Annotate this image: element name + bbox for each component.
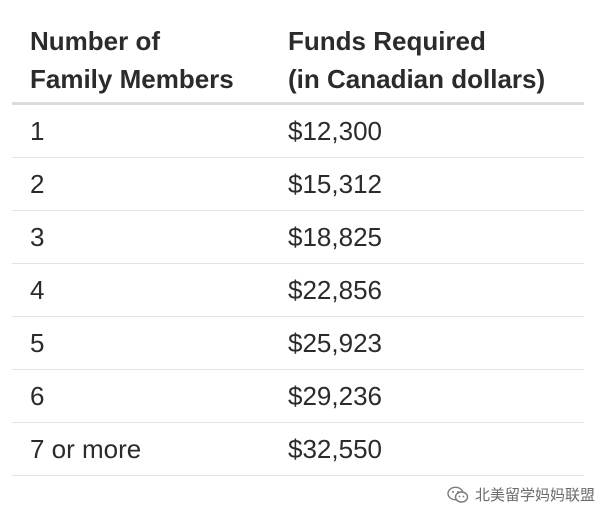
table-row: 3 $18,825 [12, 210, 584, 264]
family-members-cell: 1 [12, 103, 270, 158]
table-body: 1 $12,300 2 $15,312 3 $18,825 4 $22,856 … [12, 103, 584, 476]
wechat-icon [447, 486, 469, 504]
table-row: 5 $25,923 [12, 316, 584, 370]
funds-required-cell: $32,550 [270, 422, 584, 476]
header-family-members-line-1: Number of [30, 26, 160, 56]
family-members-cell: 7 or more [12, 422, 270, 476]
table-row: 1 $12,300 [12, 103, 584, 158]
funds-required-cell: $29,236 [270, 369, 584, 423]
watermark: 北美留学妈妈联盟 [447, 484, 595, 505]
family-members-cell: 3 [12, 210, 270, 264]
watermark-text: 北美留学妈妈联盟 [474, 486, 595, 504]
family-members-cell: 2 [12, 157, 270, 211]
table-row: 6 $29,236 [12, 369, 584, 423]
table-row: 7 or more $32,550 [12, 422, 584, 476]
table-header: Number of Family Members Funds Required … [12, 22, 584, 105]
funds-required-cell: $15,312 [270, 157, 584, 211]
header-row: Number of Family Members Funds Required … [12, 22, 584, 105]
funds-table-container: Number of Family Members Funds Required … [12, 22, 584, 476]
header-funds-required-line-1: Funds Required [288, 26, 486, 56]
funds-required-cell: $25,923 [270, 316, 584, 370]
header-funds-required: Funds Required (in Canadian dollars) [270, 22, 584, 105]
funds-required-cell: $18,825 [270, 210, 584, 264]
funds-table: Number of Family Members Funds Required … [12, 22, 584, 476]
funds-required-cell: $12,300 [270, 103, 584, 158]
table-row: 4 $22,856 [12, 263, 584, 317]
funds-required-cell: $22,856 [270, 263, 584, 317]
family-members-cell: 6 [12, 369, 270, 423]
table-row: 2 $15,312 [12, 157, 584, 211]
header-funds-required-line-2: (in Canadian dollars) [288, 64, 546, 94]
header-family-members: Number of Family Members [12, 22, 270, 105]
family-members-cell: 5 [12, 316, 270, 370]
header-family-members-line-2: Family Members [30, 64, 234, 94]
family-members-cell: 4 [12, 263, 270, 317]
